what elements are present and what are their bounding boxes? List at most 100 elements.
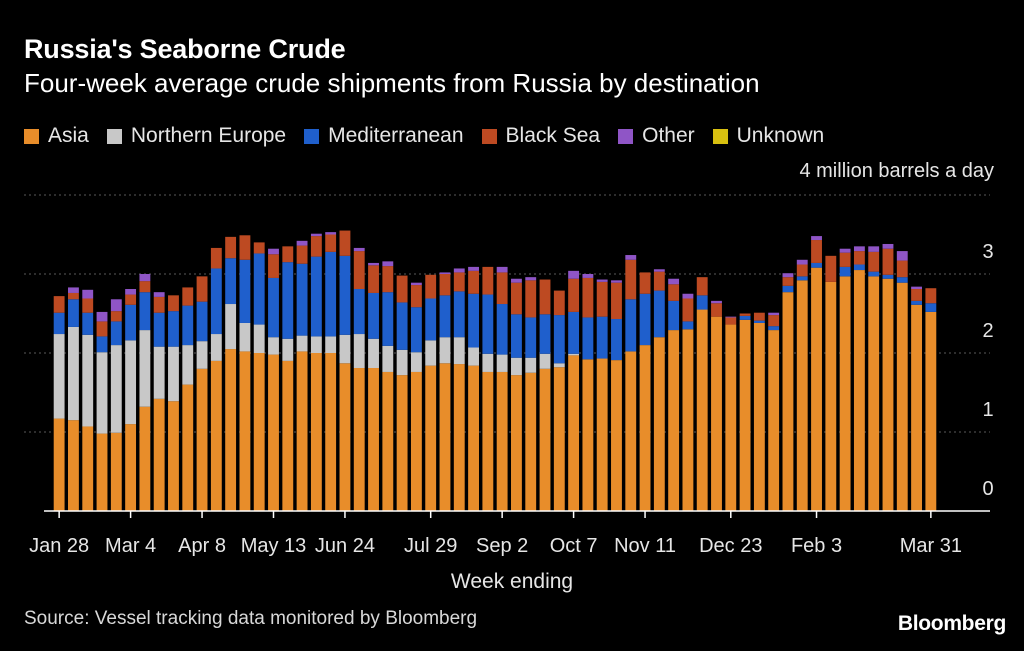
x-tick-label: Jul 29 [404,535,457,557]
bar-segment-black-sea [368,265,379,293]
bar-segment-mediterranean [653,290,665,338]
bar-segment-black-sea [210,247,222,269]
bar-segment-black-sea [225,236,237,259]
bar-segment-asia [468,365,479,511]
bar-segment-asia [796,280,808,511]
bar-segment-northern-europe [368,338,379,369]
bar-segment-asia [353,368,365,511]
bar-segment-northern-europe [182,345,194,385]
bar-segment-other [653,269,665,272]
bar-segment-mediterranean [753,320,765,323]
bar-segment-other [868,246,880,252]
bar-segment-other [453,268,465,273]
bar-segment-asia [553,367,565,511]
bar-segment-other [410,282,422,286]
bar-segment-northern-europe [325,336,337,353]
bar-segment-black-sea [539,279,551,315]
bar-segment-mediterranean [425,298,437,341]
bar-segment-mediterranean [853,264,865,271]
bar-segment-northern-europe [453,337,465,365]
bar-segment-other [110,299,122,312]
bar-segment-northern-europe [196,341,208,369]
x-tick-label: Jan 28 [29,535,89,557]
bar-segment-asia [68,420,79,511]
legend-swatch-mediterranean [304,128,320,144]
bar-segment-asia [382,371,394,511]
bar-segment-asia [639,345,651,511]
bar-segment-mediterranean [125,304,137,341]
bar-segment-black-sea [753,312,765,321]
bloomberg-logo: Bloomberg [897,612,1006,635]
bar-segment-asia [196,368,208,511]
bar-segment-northern-europe [511,357,522,376]
bar-segment-other [782,273,794,278]
bar-segment-black-sea [668,284,680,301]
bar-segment-mediterranean [468,293,479,348]
bar-segment-asia [753,322,765,511]
bar-segment-black-sea [96,321,108,337]
bar-segment-asia [482,371,494,511]
bar-segment-mediterranean [253,253,265,325]
legend-item-mediterranean: Mediterranean [304,124,464,148]
bar-segment-mediterranean [811,262,822,268]
bar-segment-black-sea [582,277,594,318]
bar-segment-black-sea [768,315,780,327]
bar-segment-mediterranean [768,326,780,331]
bar-segment-northern-europe [53,334,65,419]
bar-segment-black-sea [568,278,580,312]
bar-segment-other [68,287,79,293]
bar-segment-northern-europe [110,345,122,433]
bar-segment-black-sea [896,260,908,278]
bar-segment-asia [139,406,151,511]
y-tick-labels: 0 1 2 3 [982,241,993,500]
bar-segment-other [711,300,722,304]
bar-segment-asia [496,371,508,511]
bar-segment-northern-europe [496,354,508,372]
bar-segment-black-sea [796,264,808,277]
bar-segment-asia [811,267,822,511]
bar-segment-black-sea [53,296,65,313]
bar-segment-northern-europe [268,337,279,355]
bar-segment-mediterranean [496,304,508,355]
bar-segment-asia [568,355,580,511]
x-tick-label: May 13 [241,535,307,557]
bar-segment-northern-europe [139,330,151,407]
bar-segment-black-sea [296,245,308,264]
bar-segment-other [682,293,694,299]
legend-swatch-unknown [712,128,728,144]
bar-segment-asia [153,398,165,511]
bar-segment-mediterranean [868,271,880,277]
bar-segment-other [153,292,165,297]
bar-segment-other [668,278,680,285]
bar-segment-black-sea [825,255,837,282]
bar-segment-other [511,278,522,283]
bar-segment-northern-europe [382,345,394,372]
bar-segment-mediterranean [596,316,608,359]
bar-segment-asia [768,330,780,511]
bar-segment-black-sea [496,272,508,305]
bar-segment-black-sea [882,248,894,275]
bar-segment-mediterranean [796,276,808,281]
bar-segment-asia [268,354,279,511]
bar-segment-mediterranean [682,321,694,330]
bar-segment-black-sea [782,277,794,286]
bar-segment-asia [82,426,94,511]
bar-segment-asia [839,276,851,511]
y-axis-unit-label: 4 million barrels a day [799,160,994,182]
bar-segment-northern-europe [353,334,365,369]
bar-segment-black-sea [525,280,537,318]
bar-segment-mediterranean [668,300,680,331]
bar-segment-northern-europe [210,334,222,361]
bar-segment-black-sea [339,230,351,256]
bar-segment-black-sea [639,272,651,294]
bar-segment-black-sea [839,252,851,267]
bar-segment-asia [168,401,179,511]
bar-segment-asia [210,360,222,511]
legend-item-other: Other [618,124,695,148]
bar-segment-black-sea [425,274,437,299]
x-tick-label: Feb 3 [791,535,842,557]
legend-item-asia: Asia [24,124,89,148]
bar-segment-black-sea [811,240,822,263]
bar-segment-black-sea [853,251,865,265]
bar-segment-other [439,272,451,274]
